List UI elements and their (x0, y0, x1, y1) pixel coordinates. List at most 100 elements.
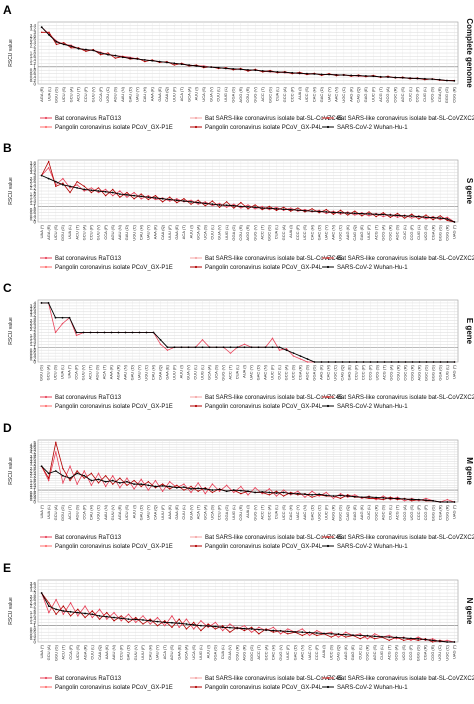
x-tick-label: CAA (Q) (97, 644, 102, 660)
y-tick-label: 1.6 (30, 480, 37, 485)
data-point (366, 634, 369, 637)
data-point (294, 630, 296, 633)
data-point (453, 501, 456, 503)
data-point (140, 478, 142, 481)
data-point (133, 479, 135, 482)
data-point (382, 495, 384, 497)
series-line (41, 302, 455, 363)
data-point (236, 627, 239, 630)
data-point (432, 216, 434, 219)
data-point (173, 62, 176, 65)
data-point (218, 490, 221, 492)
data-point (318, 493, 321, 496)
data-point (76, 470, 78, 472)
data-point (149, 619, 152, 622)
data-point (362, 361, 365, 363)
legend-label: Bat coronavirus RaTG13 (55, 395, 122, 401)
x-tick-label: UCG (S) (423, 224, 428, 240)
data-point (425, 497, 427, 500)
x-tick-label: ACC (T) (228, 364, 233, 379)
data-point (330, 631, 332, 633)
legend: Bat coronavirus RaTG13 Bat SARS-like coro… (40, 676, 474, 691)
x-tick-label: CAG (Q) (356, 86, 361, 102)
data-point (69, 185, 71, 188)
y-tick-label: 2 (33, 476, 36, 481)
data-point (183, 483, 185, 485)
data-point (166, 61, 168, 64)
data-point (233, 207, 235, 209)
data-point (287, 633, 289, 635)
data-point (200, 629, 202, 632)
data-point (166, 346, 169, 349)
data-point (190, 199, 192, 201)
data-point (69, 610, 72, 613)
data-point (446, 79, 448, 82)
data-point (388, 636, 391, 639)
data-point (301, 628, 304, 630)
data-point (394, 76, 397, 79)
data-point (446, 498, 449, 501)
x-tick-label: UCA (S) (201, 86, 206, 101)
data-point (178, 622, 181, 625)
x-tick-label: AGA (R) (39, 86, 44, 102)
legend-marker (326, 265, 330, 269)
data-point (140, 198, 142, 200)
data-point (304, 493, 306, 496)
data-point (240, 485, 242, 488)
x-tick-label: CCC (P) (361, 364, 366, 380)
data-point (111, 479, 114, 482)
legend-label: Pangolin coronavirus isolate PCoV_GX-P4L (205, 404, 323, 410)
data-point (236, 346, 239, 349)
y-tick-label: 1.6 (30, 195, 37, 200)
data-point (410, 639, 412, 642)
panel-D: D 00.20.40.60.811.21.41.61.822.22.42.62.8… (3, 421, 474, 550)
data-point (233, 491, 235, 494)
x-tick-label: GAC (D) (316, 224, 321, 240)
data-point (180, 63, 183, 66)
y-tick-label: 0.6 (30, 630, 37, 635)
x-tick-label: CCG (P) (408, 644, 413, 660)
y-tick-label: 4.4 (30, 447, 37, 452)
data-point (247, 494, 249, 496)
data-point (225, 490, 228, 493)
data-point (389, 498, 392, 501)
x-tick-label: CCU (P) (83, 86, 88, 102)
data-point (304, 496, 306, 498)
data-point (301, 631, 304, 634)
data-point (211, 203, 214, 206)
data-point (355, 361, 358, 363)
data-point (232, 489, 235, 491)
data-point (330, 632, 333, 635)
data-point (250, 631, 253, 633)
data-point (156, 624, 159, 627)
legend-marker (194, 544, 198, 548)
data-point (247, 205, 249, 208)
data-point (195, 65, 198, 67)
data-point (40, 26, 43, 29)
data-point (208, 346, 211, 349)
data-point (453, 361, 456, 363)
data-point (315, 632, 318, 634)
x-tick-label: GAA (E) (165, 364, 170, 379)
data-point (70, 45, 73, 48)
x-tick-label: CUC (L) (357, 644, 362, 659)
data-point (176, 198, 178, 200)
x-tick-label: GUG (V) (253, 86, 258, 102)
data-point (48, 34, 50, 36)
x-tick-label: GGC (G) (267, 86, 272, 103)
x-tick-label: CGA (R) (298, 364, 303, 380)
x-tick-label: GUU (V) (110, 504, 115, 520)
y-tick-label: 2.2 (30, 44, 37, 49)
data-point (439, 218, 441, 221)
x-tick-label: CAC (H) (326, 364, 331, 380)
data-point (143, 58, 146, 61)
legend-label: Pangolin coronavirus isolate PCoV_GX-P1E (55, 125, 173, 131)
data-point (187, 346, 190, 349)
data-point (389, 496, 392, 498)
x-tick-label: AAG (K) (348, 86, 353, 102)
data-point (112, 483, 114, 485)
data-point (418, 218, 420, 220)
y-tick-label: 3.8 (30, 454, 37, 459)
data-point (269, 70, 272, 73)
data-point (254, 491, 257, 494)
